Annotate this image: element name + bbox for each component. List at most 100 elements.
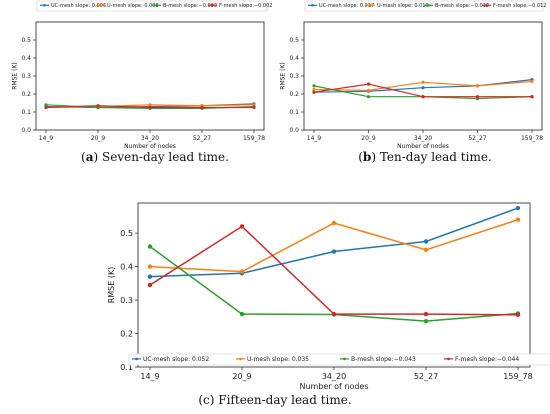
- x-tick-label: 52_27: [414, 372, 438, 381]
- series-point: [239, 311, 245, 317]
- y-tick-label: 0.5: [120, 229, 133, 238]
- series-point: [515, 205, 521, 211]
- caption-label: c: [203, 393, 210, 407]
- legend-label: F-mesh slope:−0.044: [455, 356, 519, 363]
- series-point: [530, 95, 534, 99]
- chart-svg: 0.0 0.1 0.2 0.3 0.4 0.5 14_9 20_9 34_20 52_27 159_…: [12, 0, 272, 150]
- series-point: [366, 95, 371, 99]
- x-tick-label: 14_9: [140, 372, 159, 381]
- legend-marker: [211, 3, 214, 7]
- series-point: [423, 247, 429, 253]
- legend-marker: [485, 3, 488, 7]
- y-tick-label: 0.3: [21, 73, 31, 80]
- series-point: [366, 88, 371, 92]
- caption-text: Seven-day lead time.: [102, 150, 229, 164]
- x-tick-label: 159_78: [243, 135, 265, 142]
- chart-svg: 0.0 0.1 0.2 0.3 0.4 0.5 14_9 20_9 34_20 52_27 159_…: [280, 0, 546, 150]
- caption-label: b: [362, 150, 372, 164]
- series-point: [200, 105, 204, 110]
- x-tick-label: 159_78: [521, 135, 543, 142]
- legend-marker: [427, 3, 430, 7]
- series-point: [515, 312, 521, 317]
- y-axis-label: RMSE (K): [107, 267, 116, 304]
- y-tick-label: 0.0: [21, 127, 31, 134]
- series-point: [331, 249, 337, 254]
- legend-label: U-mesh slope: 0.010: [377, 3, 429, 9]
- y-tick-label: 0.3: [289, 73, 299, 80]
- series-point: [366, 82, 371, 86]
- x-tick-label: 34_20: [141, 135, 159, 142]
- y-tick-label: 0.1: [289, 109, 299, 116]
- series-point: [239, 269, 245, 274]
- x-tick-label: 20_9: [91, 135, 106, 142]
- caption-seven-day: (a) Seven-day lead time.: [81, 150, 229, 164]
- series-point: [421, 95, 425, 99]
- series-point: [147, 282, 153, 288]
- legend-box: [304, 0, 544, 12]
- y-tick-label: 0.0: [289, 127, 299, 134]
- series-point: [312, 87, 316, 92]
- series-point: [423, 239, 429, 244]
- legend-label: UC-mesh slope: 0.052: [143, 356, 209, 363]
- y-tick-label: 0.4: [21, 55, 31, 62]
- series-line: [149, 225, 519, 316]
- series-point: [423, 318, 429, 324]
- legend-label: UC-mesh slope: 0.006: [51, 3, 106, 9]
- legend-label: F-mesh slope:−0.002: [219, 3, 272, 9]
- legend-label: U-mesh slope: 0.035: [247, 356, 309, 363]
- legend-marker: [155, 3, 158, 7]
- plot-frame: [137, 202, 531, 368]
- y-tick-label: 0.2: [21, 91, 31, 98]
- plot-frame: [303, 21, 543, 131]
- y-tick-label: 0.4: [120, 262, 133, 271]
- x-axis-label: Number of nodes: [397, 143, 449, 150]
- series-point: [44, 105, 48, 110]
- legend-label: B-mesh slope:−0.003: [163, 3, 217, 9]
- x-axis-label: Number of nodes: [124, 143, 176, 150]
- caption-fifteen-day: (c) Fifteen-day lead time.: [198, 393, 352, 407]
- legend-label: U-mesh slope: 0.003: [107, 3, 159, 9]
- legend-marker: [43, 3, 46, 7]
- legend-marker: [311, 3, 314, 7]
- series-point: [239, 224, 245, 229]
- x-tick-label: 34_20: [322, 372, 346, 381]
- series-point: [147, 244, 153, 249]
- legend-label: B-mesh slope:−0.013: [435, 3, 489, 9]
- chart-svg: 0.1 0.2 0.3 0.4 0.5 14_9 20_9 34_20 52_27 159_78 N…: [107, 202, 550, 391]
- y-tick-label: 0.5: [289, 37, 299, 44]
- x-tick-label: 159_78: [503, 372, 532, 381]
- legend-marker: [447, 357, 450, 361]
- series-point: [475, 95, 480, 99]
- chart-fifteen-day: 0.1 0.2 0.3 0.4 0.5 14_9 20_9 34_20 52_27 159_78 N…: [107, 193, 550, 393]
- series-point: [44, 103, 48, 107]
- series-point: [331, 311, 337, 317]
- x-axis-label: Number of nodes: [299, 382, 368, 391]
- chart-seven-day: 0.0 0.1 0.2 0.3 0.4 0.5 14_9 20_9 34_20 52_27 159_…: [0, 0, 272, 150]
- series-point: [515, 217, 521, 222]
- series-point: [423, 311, 429, 317]
- series-point: [312, 84, 316, 88]
- series-point: [147, 264, 153, 269]
- x-tick-label: 52_27: [468, 135, 486, 142]
- legend-label: F-mesh slope:−0.012: [493, 3, 546, 9]
- y-tick-label: 0.2: [289, 91, 299, 98]
- series-point: [148, 105, 152, 110]
- y-tick-label: 0.3: [120, 296, 133, 305]
- legend-label: B-mesh slope:−0.043: [351, 356, 416, 363]
- x-tick-label: 20_9: [361, 135, 376, 142]
- y-axis-label: RMSE (K): [12, 62, 19, 89]
- legend-marker: [239, 357, 242, 361]
- caption-label: a: [85, 150, 94, 164]
- series-point: [475, 84, 480, 88]
- x-tick-label: 14_9: [307, 135, 322, 142]
- series-point: [530, 79, 534, 83]
- series-point: [147, 274, 153, 279]
- series-point: [96, 104, 100, 108]
- y-tick-label: 0.1: [120, 363, 133, 372]
- series-point: [148, 103, 152, 107]
- legend-marker: [343, 357, 346, 361]
- series-point: [312, 90, 316, 94]
- x-tick-label: 20_9: [232, 372, 251, 381]
- chart-ten-day: 0.0 0.1 0.2 0.3 0.4 0.5 14_9 20_9 34_20 52_27 159_…: [272, 0, 550, 150]
- series-point: [331, 220, 337, 226]
